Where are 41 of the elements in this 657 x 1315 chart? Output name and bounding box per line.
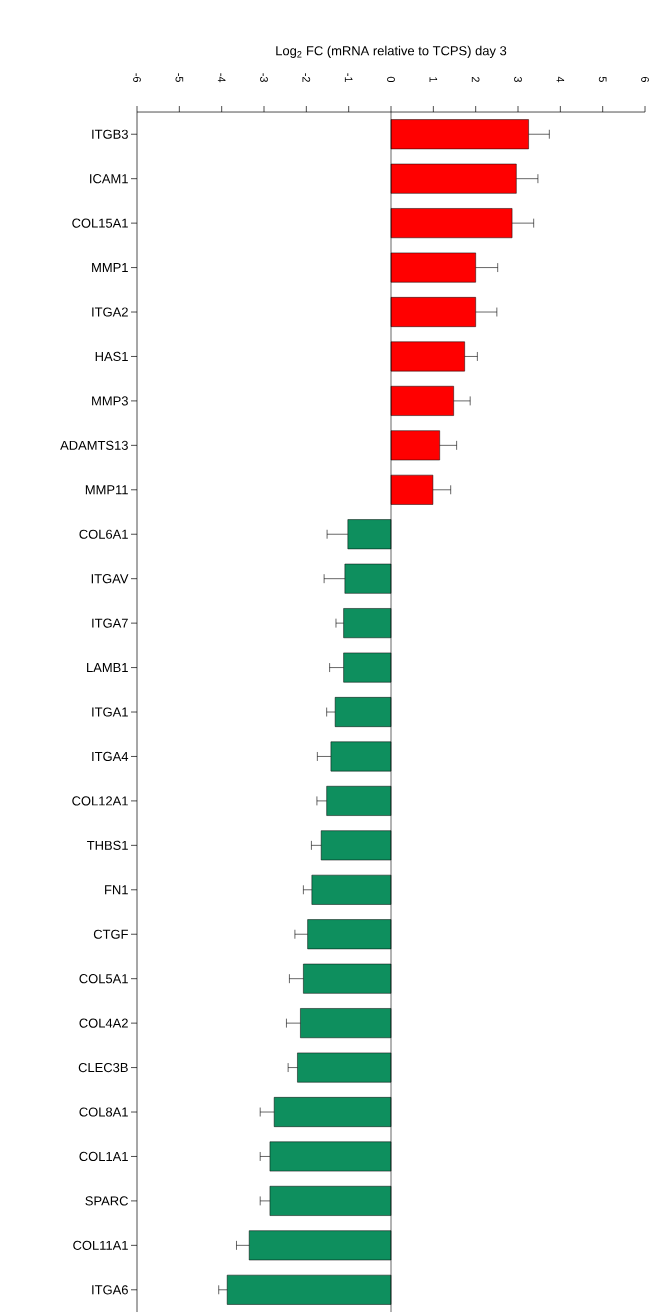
- y-tick-label: COL15A1: [72, 218, 128, 228]
- y-tick-label: ITGA4: [92, 751, 129, 762]
- x-axis-title: Log$_{2}$ FC (mRNA relative to TCPS) day 3: [276, 45, 507, 58]
- x-tick-label: 4: [556, 76, 565, 83]
- y-tick-label: COL1A1: [79, 1151, 128, 1162]
- x-tick-label: -3: [260, 73, 268, 83]
- x-tick-label: -6: [133, 73, 141, 83]
- y-tick-label: ICAM1: [90, 174, 128, 184]
- x-tick-label: 5: [598, 76, 607, 83]
- y-tick-label: COL5A1: [79, 974, 128, 984]
- y-tick-label: CLEC3B: [78, 1062, 128, 1073]
- y-tick-label: CTGF: [93, 929, 128, 939]
- y-tick-label: ADAMTS13: [60, 440, 128, 450]
- y-tick-label: THBS1: [87, 840, 128, 850]
- y-tick-label: LAMB1: [87, 663, 128, 673]
- x-tick-label: 2: [471, 76, 480, 82]
- y-tick-label: ITGA6: [92, 1285, 128, 1295]
- y-tick-label: COL12A1: [72, 796, 128, 806]
- x-tick-label: 6: [641, 76, 649, 83]
- y-tick-label: MMP3: [92, 396, 128, 406]
- x-tick-label: -2: [302, 73, 311, 82]
- y-tick-label: COL8A1: [79, 1107, 128, 1117]
- y-tick-label: COL4A2: [79, 1018, 128, 1028]
- y-tick-label: ITGA7: [92, 618, 128, 628]
- y-tick-label: SPARC: [85, 1196, 128, 1206]
- y-tick-label: COL6A1: [79, 529, 128, 539]
- y-tick-label: COL11A1: [73, 1240, 128, 1250]
- y-tick-label: HAS1: [95, 351, 128, 362]
- y-tick-label: ITGB3: [92, 129, 128, 139]
- x-tick-label: 0: [387, 76, 395, 83]
- y-tick-label: ITGAV: [91, 574, 129, 584]
- y-tick-label: MMP1: [92, 263, 128, 273]
- x-tick-label: 3: [514, 76, 522, 83]
- y-tick-label: MMP11: [85, 485, 128, 495]
- y-tick-label: FN1: [105, 885, 128, 895]
- y-tick-label: ITGA2: [92, 307, 128, 317]
- y-tick-label: ITGA1: [92, 707, 128, 717]
- x-tick-label: 1: [429, 77, 438, 82]
- x-tick-label: -4: [217, 73, 226, 83]
- x-tick-label: -5: [175, 73, 184, 83]
- x-tick-label: -1: [344, 73, 353, 82]
